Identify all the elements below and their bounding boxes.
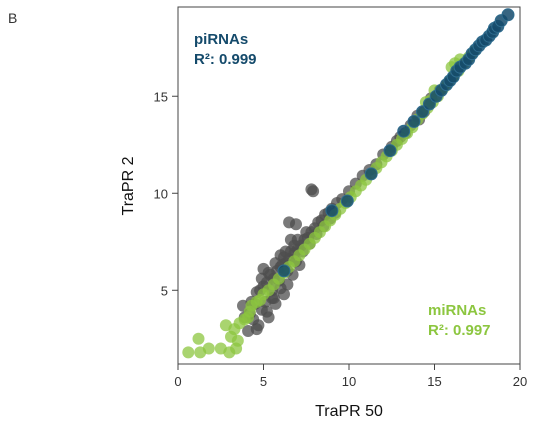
x-tick-label: 10 xyxy=(342,374,356,389)
panel-label: B xyxy=(8,10,18,26)
x-tick-label: 15 xyxy=(427,374,441,389)
data-point-pirnas xyxy=(340,194,354,208)
y-axis-ticks: 5 10 15 xyxy=(154,89,178,298)
pirna-annotation-r2: R²: 0.999 xyxy=(194,51,257,68)
data-point-other xyxy=(281,278,294,291)
data-points xyxy=(182,8,515,359)
y-tick-label: 15 xyxy=(154,89,168,104)
data-point-pirnas xyxy=(325,204,339,218)
data-point-other xyxy=(279,245,292,258)
x-axis-ticks: 0 5 10 15 20 xyxy=(174,364,527,389)
x-tick-label: 20 xyxy=(513,374,527,389)
data-point-mirnas xyxy=(202,342,215,355)
data-point-other xyxy=(284,233,297,246)
data-point-other xyxy=(300,226,313,239)
y-tick-label: 5 xyxy=(161,283,168,298)
data-point-pirnas xyxy=(501,8,515,22)
data-point-other xyxy=(242,325,255,337)
data-point-other xyxy=(257,262,270,275)
data-point-pirnas xyxy=(383,144,397,158)
data-point-pirnas xyxy=(364,167,378,181)
data-point-pirnas xyxy=(407,115,421,128)
mirna-annotation-title: miRNAs xyxy=(428,302,486,319)
y-axis-title: TraPR 2 xyxy=(120,156,137,215)
series-pirnas xyxy=(277,8,515,278)
pirna-annotation: piRNAs R²: 0.999 xyxy=(194,31,257,68)
data-point-mirnas xyxy=(182,346,195,359)
data-point-other xyxy=(278,288,290,301)
data-point-other xyxy=(305,183,318,196)
data-point-mirnas xyxy=(192,332,205,345)
data-point-pirnas xyxy=(397,124,411,138)
data-point-pirnas xyxy=(277,264,291,278)
mirna-annotation-r2: R²: 0.997 xyxy=(428,322,491,339)
mirna-annotation: miRNAs R²: 0.997 xyxy=(428,302,491,339)
x-tick-label: 0 xyxy=(174,374,181,389)
data-point-other xyxy=(290,218,302,231)
x-axis-title: TraPR 50 xyxy=(315,403,383,420)
data-point-mirnas xyxy=(219,319,232,332)
x-tick-label: 5 xyxy=(260,374,267,389)
y-tick-label: 10 xyxy=(154,186,168,201)
pirna-annotation-title: piRNAs xyxy=(194,31,248,48)
